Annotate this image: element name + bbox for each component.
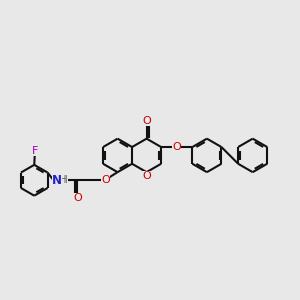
Text: O: O bbox=[101, 175, 110, 185]
Text: O: O bbox=[142, 116, 151, 126]
Text: O: O bbox=[142, 171, 151, 181]
Text: O: O bbox=[172, 142, 181, 152]
Text: N: N bbox=[52, 174, 62, 187]
Text: F: F bbox=[32, 146, 38, 156]
Text: H: H bbox=[60, 175, 68, 185]
Text: O: O bbox=[73, 194, 82, 203]
Text: H: H bbox=[59, 175, 66, 185]
